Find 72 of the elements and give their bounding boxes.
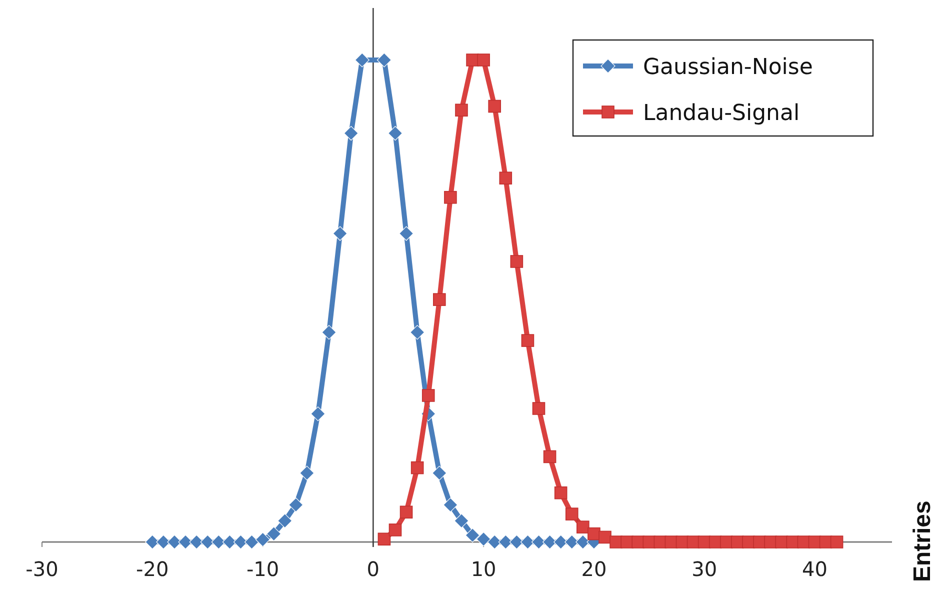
point [509, 534, 524, 550]
point [465, 528, 480, 543]
point [432, 466, 447, 480]
x-tick-label: 30 [692, 557, 718, 581]
point [808, 536, 822, 548]
point [520, 534, 536, 550]
x-tick-label: 20 [581, 557, 607, 581]
point [288, 498, 304, 512]
point [244, 534, 260, 550]
x-tick-label: -30 [26, 557, 58, 581]
point [531, 534, 546, 550]
point [576, 534, 590, 550]
point [510, 255, 524, 268]
point [830, 536, 844, 548]
legend-label: Landau-Signal [643, 101, 800, 126]
point [344, 126, 358, 141]
point [554, 534, 568, 550]
point [322, 325, 336, 340]
point [376, 52, 392, 68]
point [477, 54, 490, 66]
point [542, 534, 558, 550]
legend-label: Gaussian-Noise [643, 55, 813, 80]
point [543, 450, 556, 464]
point [145, 534, 160, 550]
point [443, 498, 458, 512]
point [576, 520, 590, 534]
point [476, 532, 491, 546]
point [410, 461, 424, 474]
point [444, 190, 457, 204]
point [178, 534, 193, 550]
point [189, 534, 204, 550]
point [255, 532, 270, 547]
point [167, 534, 182, 550]
point [388, 524, 402, 536]
x-tick-label: 10 [470, 557, 496, 581]
x-tick-label: 40 [802, 557, 828, 581]
point [498, 534, 513, 550]
point [378, 532, 391, 546]
point [222, 534, 237, 550]
x-tick-label: -10 [246, 557, 280, 581]
point [521, 334, 534, 347]
point [310, 406, 326, 422]
point [200, 534, 215, 550]
point [410, 325, 425, 340]
point [156, 534, 171, 550]
point [332, 226, 348, 241]
point [488, 100, 501, 113]
point [233, 534, 248, 550]
point [455, 104, 468, 117]
point [388, 126, 403, 141]
point [300, 466, 314, 480]
point [433, 293, 446, 306]
point [565, 508, 578, 520]
point [598, 530, 612, 544]
point [499, 172, 512, 184]
point [554, 486, 568, 500]
point [354, 52, 370, 68]
x-tick-label: -20 [136, 557, 169, 581]
point [422, 389, 435, 402]
point [786, 536, 800, 548]
y-axis-title: Entries [909, 500, 936, 582]
x-tick-label: 0 [366, 557, 380, 581]
point [532, 402, 546, 415]
point [266, 526, 282, 542]
point [642, 536, 656, 548]
point [454, 513, 469, 528]
point [278, 513, 292, 528]
point [400, 506, 413, 519]
point [487, 534, 502, 550]
point [211, 534, 226, 550]
point [398, 226, 414, 241]
point [564, 534, 580, 550]
